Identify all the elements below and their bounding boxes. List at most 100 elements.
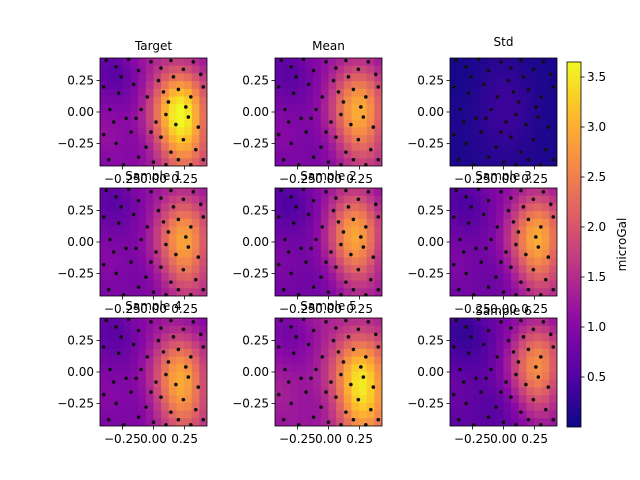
scatter-point — [181, 327, 186, 332]
contour-cell — [351, 96, 360, 105]
contour-cell — [305, 249, 314, 259]
scatter-point — [169, 280, 173, 284]
contour-cell — [343, 195, 353, 205]
contour-cell — [275, 142, 284, 152]
scatter-point — [484, 116, 488, 121]
contour-cell — [503, 127, 512, 136]
contour-cell — [359, 218, 368, 228]
contour-cell — [359, 58, 368, 67]
contour-cell — [115, 325, 124, 335]
contour-cell — [275, 104, 284, 113]
contour-cell — [176, 104, 185, 113]
contour-cell — [168, 325, 178, 335]
contour-cell — [145, 348, 155, 358]
contour-cell — [320, 88, 330, 98]
contour-cell — [526, 96, 535, 105]
scatter-point — [111, 120, 116, 124]
contour-cell — [305, 272, 314, 282]
contour-cell — [320, 211, 330, 220]
contour-cell — [511, 211, 520, 220]
contour-cell — [518, 318, 528, 327]
contour-cell — [457, 372, 466, 381]
contour-cell — [176, 135, 185, 144]
contour-cell — [145, 88, 155, 98]
scatter-point — [464, 271, 468, 276]
contour-cell — [138, 387, 147, 396]
contour-cell — [366, 257, 375, 266]
contour-cell — [374, 356, 382, 365]
contour-cell — [107, 348, 116, 358]
contour-cell — [115, 211, 124, 220]
scatter-point — [334, 265, 338, 269]
scatter-point — [479, 260, 483, 264]
scatter-point — [451, 345, 456, 349]
contour-cell — [100, 364, 109, 373]
contour-cell — [191, 325, 200, 335]
scatter-point — [454, 188, 459, 193]
scatter-point — [361, 375, 366, 379]
contour-cell — [503, 195, 512, 205]
contour-cell — [359, 188, 368, 197]
scatter-point — [196, 385, 201, 389]
scatter-point — [361, 245, 366, 249]
contour-cell — [313, 265, 322, 274]
contour-cell — [199, 265, 207, 274]
contour-cell — [145, 135, 155, 144]
contour-cell — [488, 242, 497, 251]
contour-cell — [176, 348, 185, 358]
contour-cell — [184, 96, 193, 105]
scatter-point — [376, 157, 381, 162]
scatter-point — [349, 382, 353, 387]
contour-cell — [282, 73, 291, 82]
contour-cell — [541, 325, 550, 335]
scatter-point — [320, 225, 325, 229]
contour-cell — [282, 58, 291, 67]
contour-cell — [191, 150, 200, 159]
contour-cell — [282, 234, 291, 243]
panel-title: Std — [494, 35, 514, 49]
y-tick-label: 0.00 — [67, 105, 94, 119]
scatter-point — [166, 230, 171, 234]
contour-cell — [184, 218, 193, 228]
contour-cell — [145, 333, 155, 342]
contour-cell — [518, 195, 528, 205]
scatter-point — [283, 237, 287, 242]
contour-cell — [100, 318, 109, 327]
contour-cell — [305, 88, 314, 98]
contour-cell — [313, 142, 322, 152]
contour-cell — [549, 325, 557, 335]
scatter-point — [531, 397, 536, 402]
contour-cell — [336, 104, 345, 113]
contour-cell — [130, 104, 139, 113]
contour-cell — [290, 364, 299, 373]
contour-cell — [130, 402, 139, 412]
contour-cell — [359, 395, 368, 404]
contour-cell — [305, 265, 314, 274]
scatter-point — [531, 137, 536, 142]
scatter-point — [334, 196, 338, 200]
contour-cell — [107, 73, 116, 82]
contour-cell — [115, 387, 124, 396]
contour-cell — [336, 73, 345, 82]
contour-cell — [503, 81, 512, 90]
contour-cell — [161, 218, 170, 228]
scatter-point — [186, 375, 191, 379]
contour-cell — [541, 58, 550, 67]
x-tick-label: 0.00 — [315, 172, 342, 186]
contour-cell — [275, 395, 284, 404]
contour-cell — [495, 272, 505, 282]
scatter-point — [171, 75, 176, 79]
contour-cell — [107, 418, 116, 426]
scatter-point — [466, 91, 471, 95]
y-tick-label: 0.00 — [417, 235, 444, 249]
contour-cell — [518, 88, 528, 98]
contour-cell — [526, 379, 535, 389]
contour-cell — [541, 395, 550, 404]
contour-cell — [130, 96, 139, 105]
scatter-point — [344, 318, 348, 323]
scatter-point — [544, 407, 548, 412]
contour-cell — [450, 348, 459, 358]
contour-cell — [534, 211, 543, 220]
scatter-point — [494, 405, 498, 409]
contour-cell — [184, 195, 193, 205]
